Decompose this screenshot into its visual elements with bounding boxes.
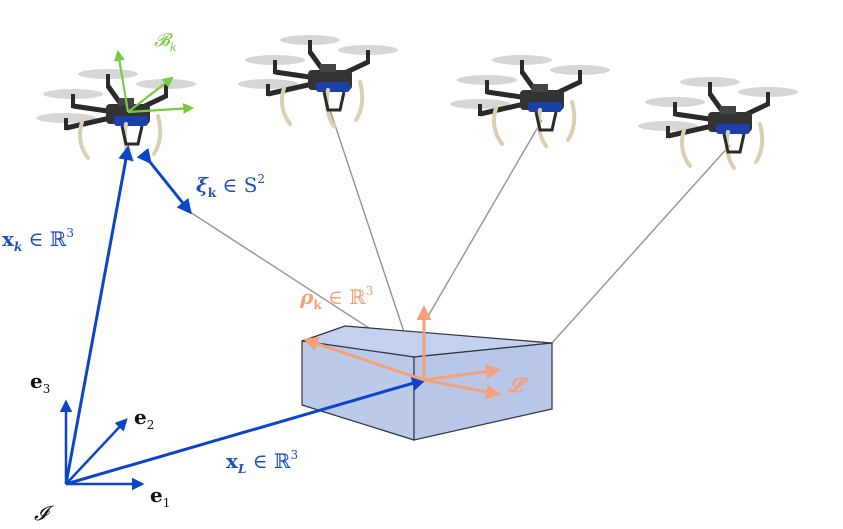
- load-frame-axes: [303, 305, 501, 400]
- cable-2: [329, 109, 413, 357]
- box-front-face: [301, 340, 415, 441]
- cable-3: [426, 119, 543, 319]
- body-axis-2: [127, 76, 174, 113]
- inertial-frame-axes: [59, 399, 145, 491]
- body-frame-axes: [114, 49, 195, 115]
- quadrotor-2: [238, 35, 398, 126]
- quadrotor-icon: [638, 77, 798, 168]
- inertial-frame-label: 𝓘: [34, 501, 54, 525]
- quadrotor-icon: [238, 35, 398, 126]
- drone-position-vector: [64, 145, 134, 485]
- attach-point-vector: [303, 336, 425, 382]
- axis-e3-label: e3: [30, 369, 50, 396]
- body-axis-1: [114, 49, 130, 113]
- load-axis-right: [423, 364, 501, 382]
- quadrotor-icon: [36, 69, 196, 160]
- axis-e1-label: e1: [150, 483, 170, 510]
- body-frame-label: 𝓑k: [154, 30, 177, 54]
- cable-4: [551, 144, 731, 344]
- load-position-vector: [65, 376, 427, 486]
- quadrotor-icon: [450, 55, 610, 146]
- load-axis-down: [423, 378, 501, 400]
- drone-position-label: xk ∈ ℝ3: [2, 226, 74, 254]
- cables: [189, 109, 731, 357]
- attach-point-label: ρk ∈ ℝ3: [299, 284, 373, 312]
- axis-e2-label: e2: [134, 405, 154, 432]
- quadrotor-4: [638, 77, 798, 168]
- body-axis-3: [127, 103, 195, 115]
- load-position-label: xL ∈ ℝ3: [226, 448, 298, 476]
- cable-direction-label: ξk ∈ S2: [196, 172, 265, 200]
- axis-e2-arrow: [65, 418, 128, 485]
- quadrotor-1: [36, 69, 196, 160]
- quadrotor-3: [450, 55, 610, 146]
- cable-direction-vector: [136, 147, 192, 215]
